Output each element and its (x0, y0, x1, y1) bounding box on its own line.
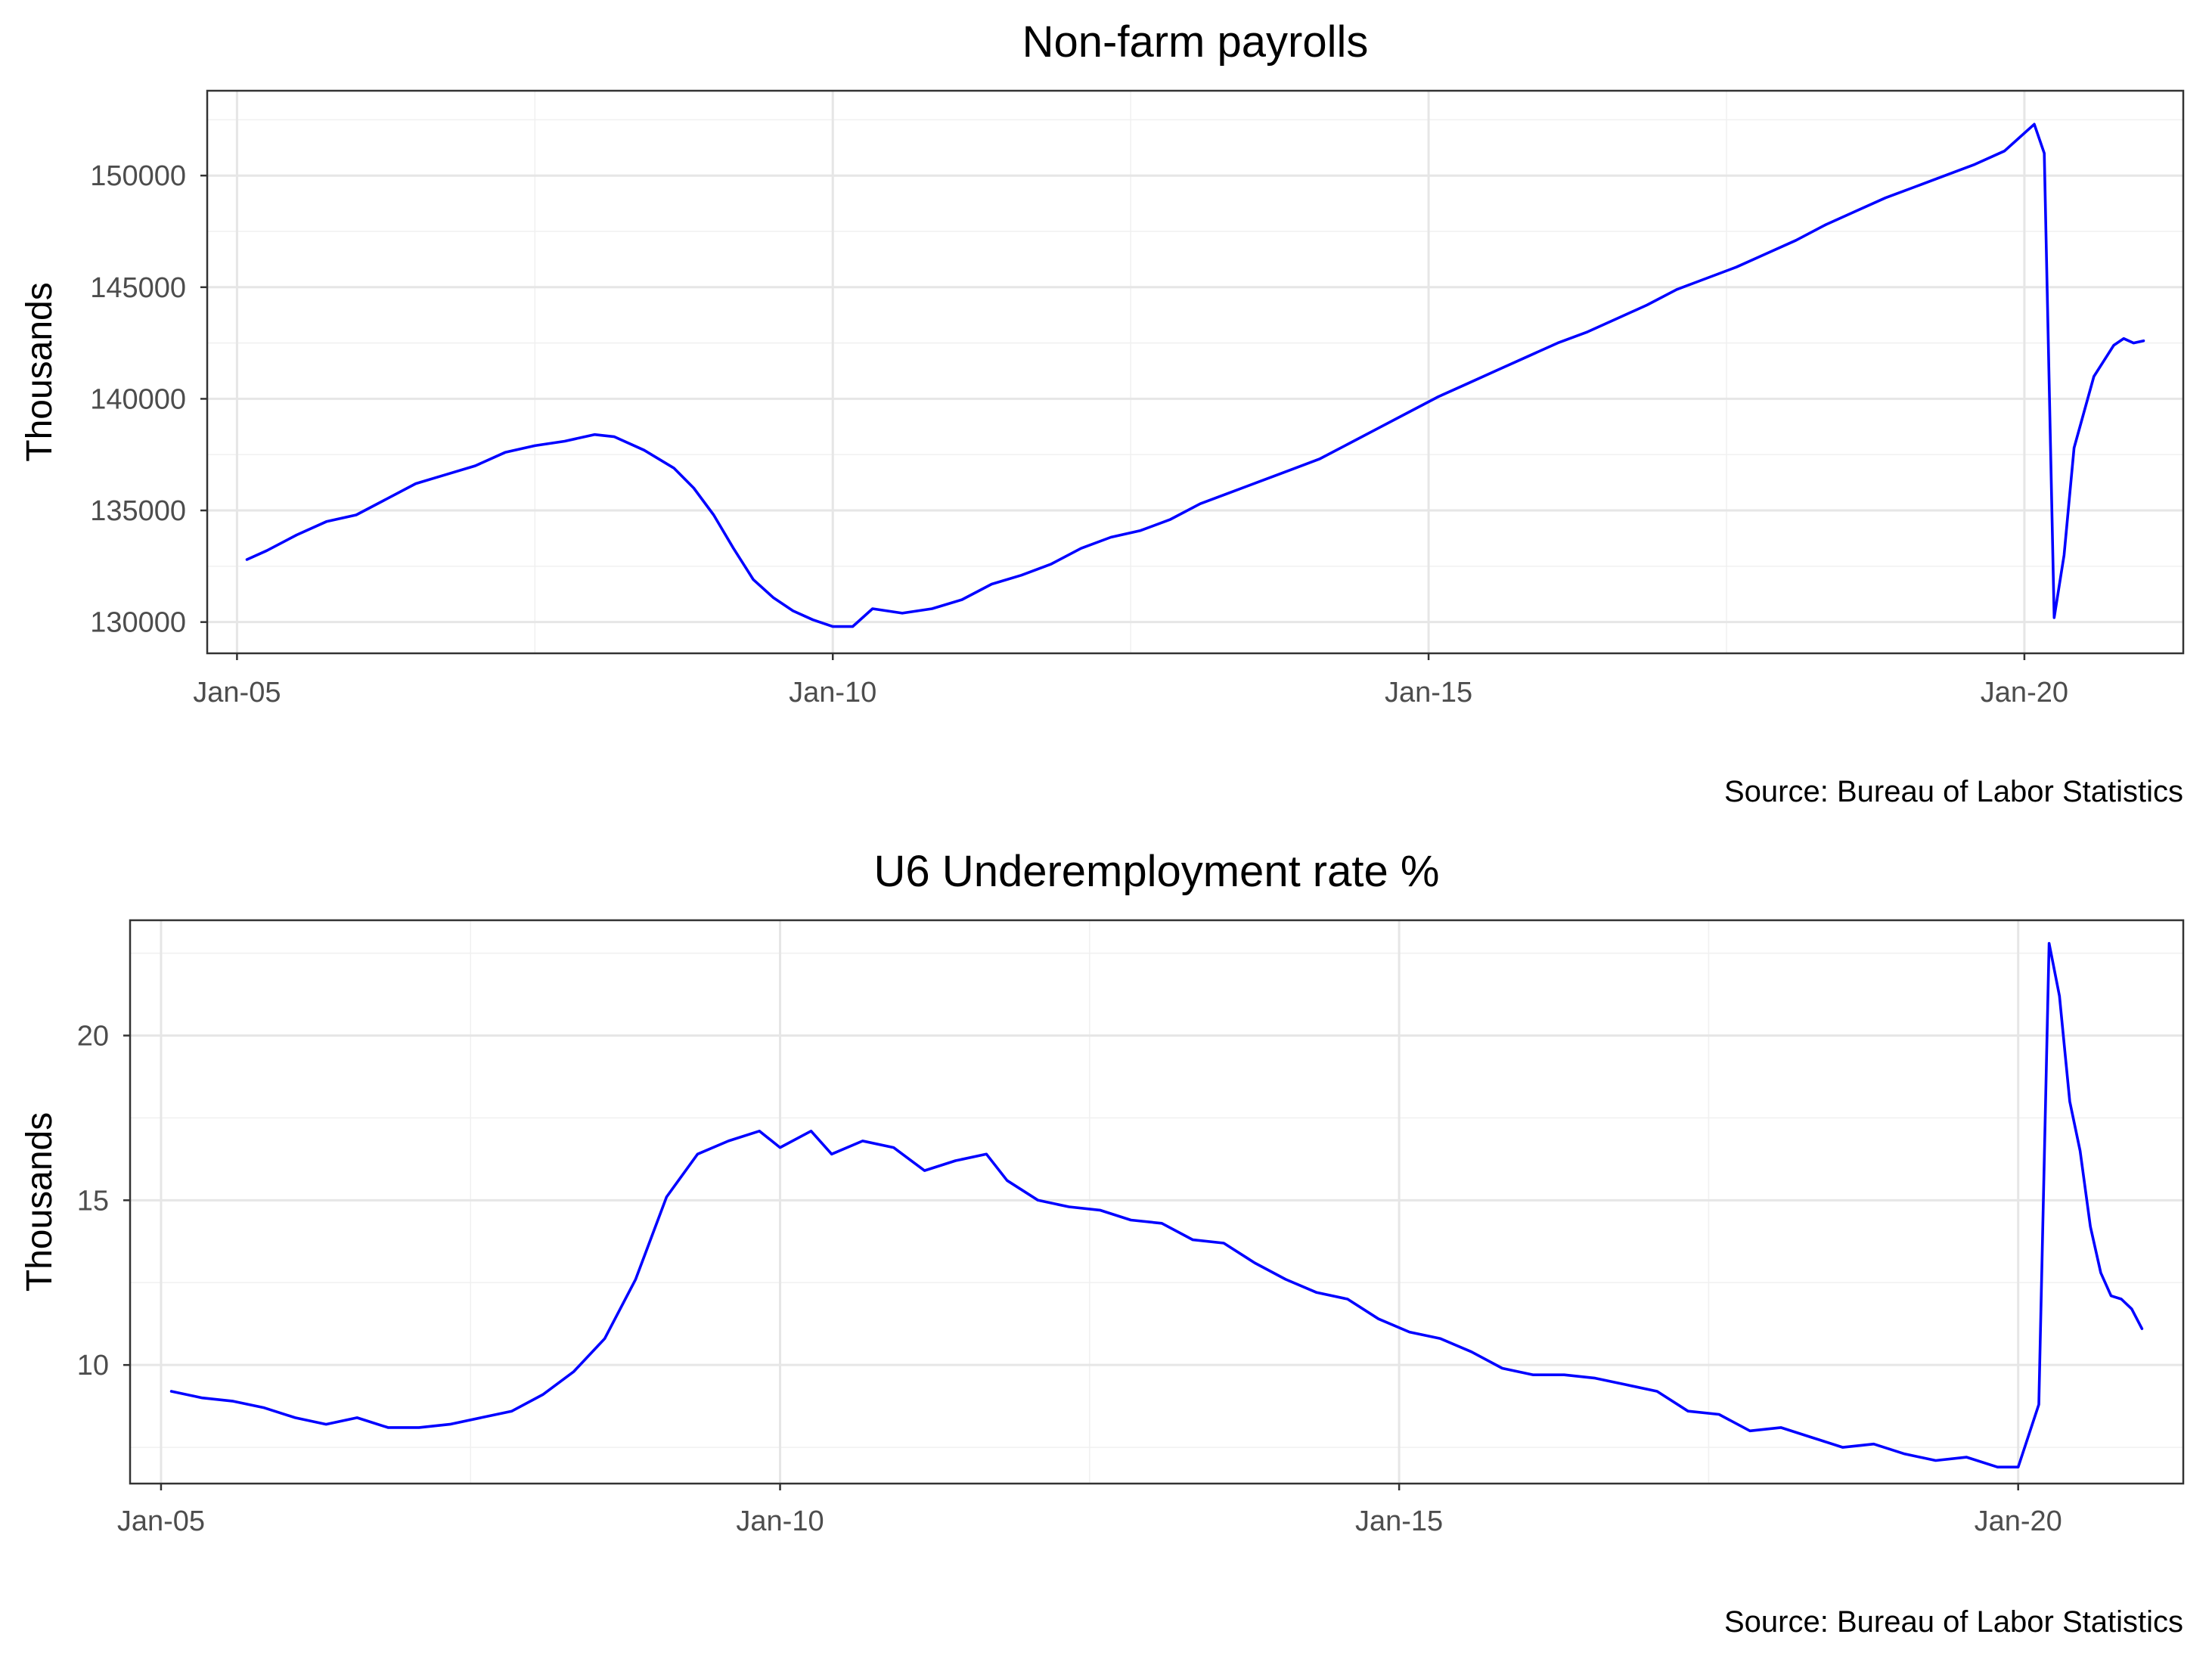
payrolls-series-line (245, 122, 2145, 628)
u6-x-tick-label: Jan-10 (736, 1506, 824, 1537)
payrolls-x-tick-label: Jan-20 (1981, 677, 2068, 709)
u6-x-tick-label: Jan-05 (117, 1506, 205, 1537)
u6-source-caption: Source: Bureau of Labor Statistics (1724, 1605, 2183, 1639)
payrolls-source-caption: Source: Bureau of Labor Statistics (1724, 775, 2183, 808)
u6-y-tick-label: 15 (77, 1185, 109, 1217)
u6-series-line (169, 941, 2144, 1468)
u6-x-tick-label: Jan-20 (1975, 1506, 2062, 1537)
u6-y-tick-label: 20 (77, 1020, 109, 1052)
payrolls-plot-frame (206, 89, 2185, 655)
payrolls-y-tick-label: 150000 (90, 160, 186, 192)
u6-axis-ticks: 10 15 20 Jan-05 Jan-10 Jan-15 Jan-20 (77, 1020, 2062, 1537)
u6-chart-title: U6 Underemployment rate % (874, 847, 1440, 896)
u6-y-tick-label: 10 (77, 1350, 109, 1381)
payrolls-y-tick-label: 135000 (90, 495, 186, 527)
payrolls-y-tick-label: 130000 (90, 607, 186, 639)
payrolls-x-tick-label: Jan-05 (193, 677, 281, 709)
u6-gridlines (130, 920, 2183, 1484)
u6-plot-frame (129, 919, 2185, 1485)
payrolls-panel: 130000 135000 140000 145000 150000 Jan-05 Jan-… (20, 17, 2185, 808)
u6-panel: 10 15 20 Jan-05 Jan-10 Jan-15 Jan-20 U6 Undere… (20, 847, 2185, 1639)
payrolls-y-axis-label: Thousands (20, 282, 60, 462)
u6-y-axis-label: Thousands (20, 1112, 60, 1292)
payrolls-gridlines (207, 91, 2183, 653)
payrolls-y-tick-label: 145000 (90, 272, 186, 304)
u6-x-tick-label: Jan-15 (1355, 1506, 1443, 1537)
payrolls-x-tick-label: Jan-15 (1385, 677, 1472, 709)
payrolls-chart-title: Non-farm payrolls (1022, 17, 1369, 67)
payrolls-x-tick-label: Jan-10 (789, 677, 876, 709)
payrolls-axis-ticks: 130000 135000 140000 145000 150000 Jan-05 Jan-… (90, 160, 2068, 709)
payrolls-y-tick-label: 140000 (90, 383, 186, 415)
